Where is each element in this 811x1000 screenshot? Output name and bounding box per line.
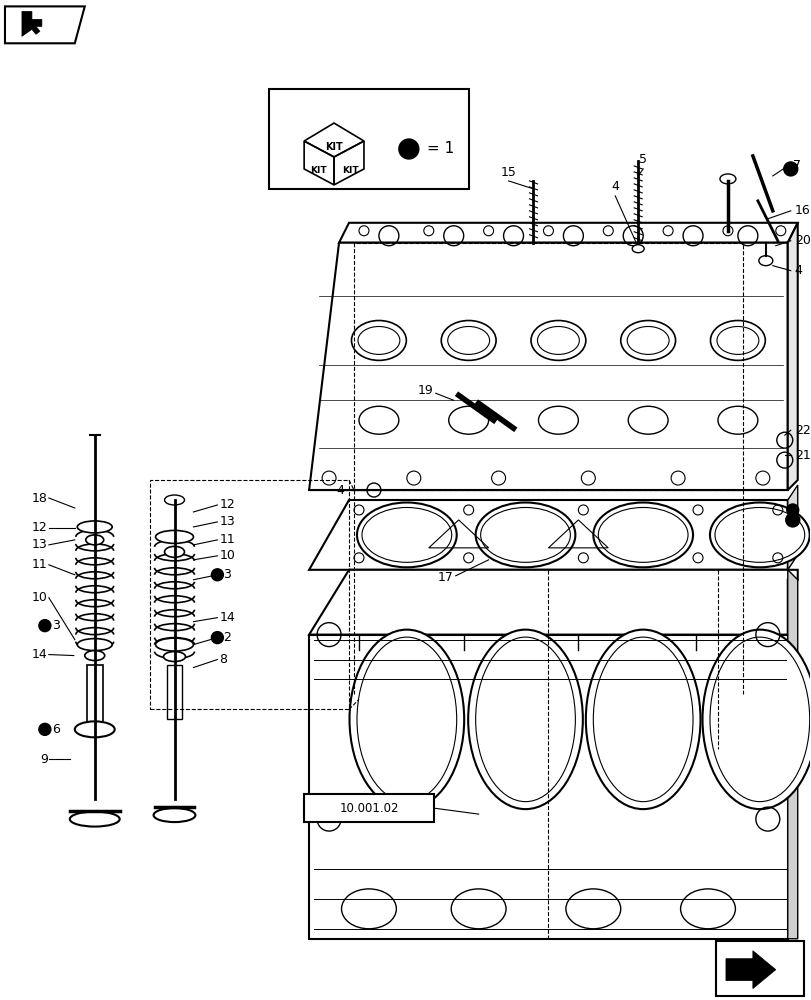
Text: KIT: KIT xyxy=(341,166,358,175)
Text: KIT: KIT xyxy=(324,142,342,152)
Ellipse shape xyxy=(702,630,811,809)
Ellipse shape xyxy=(70,812,119,827)
Circle shape xyxy=(783,163,796,175)
Ellipse shape xyxy=(468,630,582,809)
Text: = 1: = 1 xyxy=(427,141,453,156)
Text: 18: 18 xyxy=(32,492,48,505)
Text: 14: 14 xyxy=(219,611,235,624)
Ellipse shape xyxy=(593,502,692,567)
Ellipse shape xyxy=(165,495,184,505)
Text: 11: 11 xyxy=(32,558,48,571)
Bar xyxy=(304,794,433,822)
Ellipse shape xyxy=(709,502,809,567)
Bar xyxy=(354,243,742,490)
Circle shape xyxy=(211,632,223,644)
Ellipse shape xyxy=(77,639,112,651)
Ellipse shape xyxy=(156,638,193,651)
Bar xyxy=(87,665,102,724)
Text: 15: 15 xyxy=(500,166,516,179)
Text: 14: 14 xyxy=(32,648,48,661)
Text: 3: 3 xyxy=(52,619,60,632)
Text: 3: 3 xyxy=(223,568,231,581)
Text: 4: 4 xyxy=(336,484,344,497)
Text: 6: 6 xyxy=(52,723,60,736)
Text: 4: 4 xyxy=(611,180,619,193)
Polygon shape xyxy=(309,243,787,490)
Polygon shape xyxy=(22,11,42,36)
Circle shape xyxy=(39,723,51,735)
Ellipse shape xyxy=(357,502,456,567)
Text: 9: 9 xyxy=(40,753,48,766)
Ellipse shape xyxy=(163,652,185,662)
Polygon shape xyxy=(725,951,775,989)
Text: 10.001.02: 10.001.02 xyxy=(339,802,398,815)
Polygon shape xyxy=(787,570,796,939)
Circle shape xyxy=(783,162,796,176)
Text: 19: 19 xyxy=(418,384,433,397)
Polygon shape xyxy=(309,570,796,635)
Circle shape xyxy=(211,569,223,581)
Circle shape xyxy=(786,504,798,516)
Circle shape xyxy=(39,620,51,632)
Text: 22: 22 xyxy=(794,424,809,437)
Ellipse shape xyxy=(719,174,735,184)
Ellipse shape xyxy=(84,651,105,661)
Circle shape xyxy=(398,139,418,159)
Ellipse shape xyxy=(86,535,104,545)
Bar xyxy=(269,89,468,189)
Text: 13: 13 xyxy=(32,538,48,551)
Text: 17: 17 xyxy=(437,571,453,584)
Polygon shape xyxy=(787,485,796,570)
Ellipse shape xyxy=(165,546,184,557)
Ellipse shape xyxy=(77,521,112,533)
Text: 8: 8 xyxy=(219,653,227,666)
Text: 4: 4 xyxy=(794,264,801,277)
Text: KIT: KIT xyxy=(310,166,326,175)
Text: 10: 10 xyxy=(219,549,235,562)
Ellipse shape xyxy=(156,530,193,543)
Ellipse shape xyxy=(349,630,464,809)
Text: 12: 12 xyxy=(32,521,48,534)
Text: 2: 2 xyxy=(223,631,231,644)
Text: 20: 20 xyxy=(794,234,809,247)
Ellipse shape xyxy=(758,256,772,266)
Ellipse shape xyxy=(75,721,114,737)
Text: 21: 21 xyxy=(794,449,809,462)
Text: 10: 10 xyxy=(32,591,48,604)
Text: 11: 11 xyxy=(219,533,235,546)
Ellipse shape xyxy=(632,245,643,253)
Bar xyxy=(149,480,349,709)
Bar xyxy=(715,941,803,996)
Polygon shape xyxy=(309,635,787,939)
Ellipse shape xyxy=(153,808,195,822)
Text: 16: 16 xyxy=(794,204,809,217)
Text: 7: 7 xyxy=(792,159,800,172)
Bar xyxy=(166,665,182,719)
Ellipse shape xyxy=(475,502,575,567)
Polygon shape xyxy=(787,223,796,490)
Circle shape xyxy=(785,513,799,527)
Ellipse shape xyxy=(585,630,700,809)
Text: 12: 12 xyxy=(219,498,235,511)
Text: 5: 5 xyxy=(638,153,646,166)
Polygon shape xyxy=(339,223,796,243)
Polygon shape xyxy=(309,500,787,570)
Text: 13: 13 xyxy=(219,515,235,528)
